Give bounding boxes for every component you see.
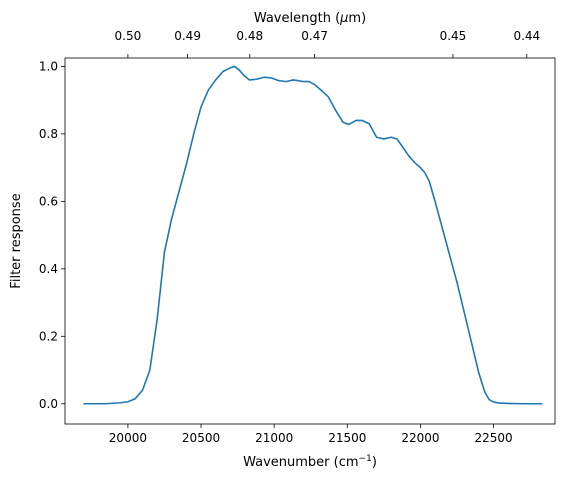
y-tick-label: 0.8 <box>39 127 58 141</box>
y-axis-label: Filter response <box>9 193 24 288</box>
top-tick-label: 0.48 <box>236 29 263 43</box>
x-tick: 22500 <box>474 424 513 445</box>
top-axis-label: Wavelength (μm) <box>254 11 366 26</box>
top-tick: 0.48 <box>236 29 263 58</box>
top-tick: 0.47 <box>301 29 328 58</box>
x-axis-label: Wavenumber (cm−1) <box>243 454 377 470</box>
y-tick-label: 0.2 <box>39 329 58 343</box>
top-tick: 0.44 <box>513 29 540 58</box>
y-tick: 0.4 <box>39 262 65 276</box>
y-tick: 0.2 <box>39 329 65 343</box>
x-axis-label-superscript: −1 <box>359 454 372 464</box>
top-tick: 0.45 <box>440 29 467 58</box>
x-axis-ticks: 20000 20500 21000 21500 22000 22500 <box>109 424 513 445</box>
x-tick-label: 22000 <box>401 431 439 445</box>
x-tick-label: 20500 <box>182 431 220 445</box>
y-tick: 0.8 <box>39 127 65 141</box>
x-tick: 20500 <box>182 424 220 445</box>
top-tick: 0.49 <box>174 29 201 58</box>
series-line <box>83 65 543 405</box>
top-tick-label: 0.47 <box>301 29 328 43</box>
top-tick-label: 0.44 <box>513 29 540 43</box>
y-tick: 0.6 <box>39 194 65 208</box>
x-tick-label: 22500 <box>474 431 512 445</box>
x-tick: 21000 <box>255 424 293 445</box>
y-tick-label: 0.6 <box>39 194 58 208</box>
y-tick-label: 0.4 <box>39 262 58 276</box>
x-tick-label: 21500 <box>328 431 366 445</box>
top-axis-ticks: 0.50 0.49 0.48 0.47 0.45 0.44 <box>115 29 540 58</box>
y-axis-ticks: 0.0 0.2 0.4 0.6 0.8 1.0 <box>39 59 65 411</box>
series-layer <box>83 65 543 405</box>
x-tick: 22000 <box>401 424 440 445</box>
y-tick: 1.0 <box>39 59 65 73</box>
y-tick: 0.0 <box>39 397 65 411</box>
x-tick: 21500 <box>328 424 366 445</box>
plot-frame <box>64 57 556 425</box>
top-tick-label: 0.50 <box>115 29 142 43</box>
x-tick-label: 20000 <box>109 431 147 445</box>
top-tick: 0.50 <box>115 29 142 58</box>
y-tick-label: 0.0 <box>39 397 58 411</box>
y-tick-label: 1.0 <box>39 59 58 73</box>
top-tick-label: 0.45 <box>440 29 467 43</box>
top-tick-label: 0.49 <box>174 29 201 43</box>
x-tick-label: 21000 <box>255 431 293 445</box>
x-tick: 20000 <box>109 424 147 445</box>
